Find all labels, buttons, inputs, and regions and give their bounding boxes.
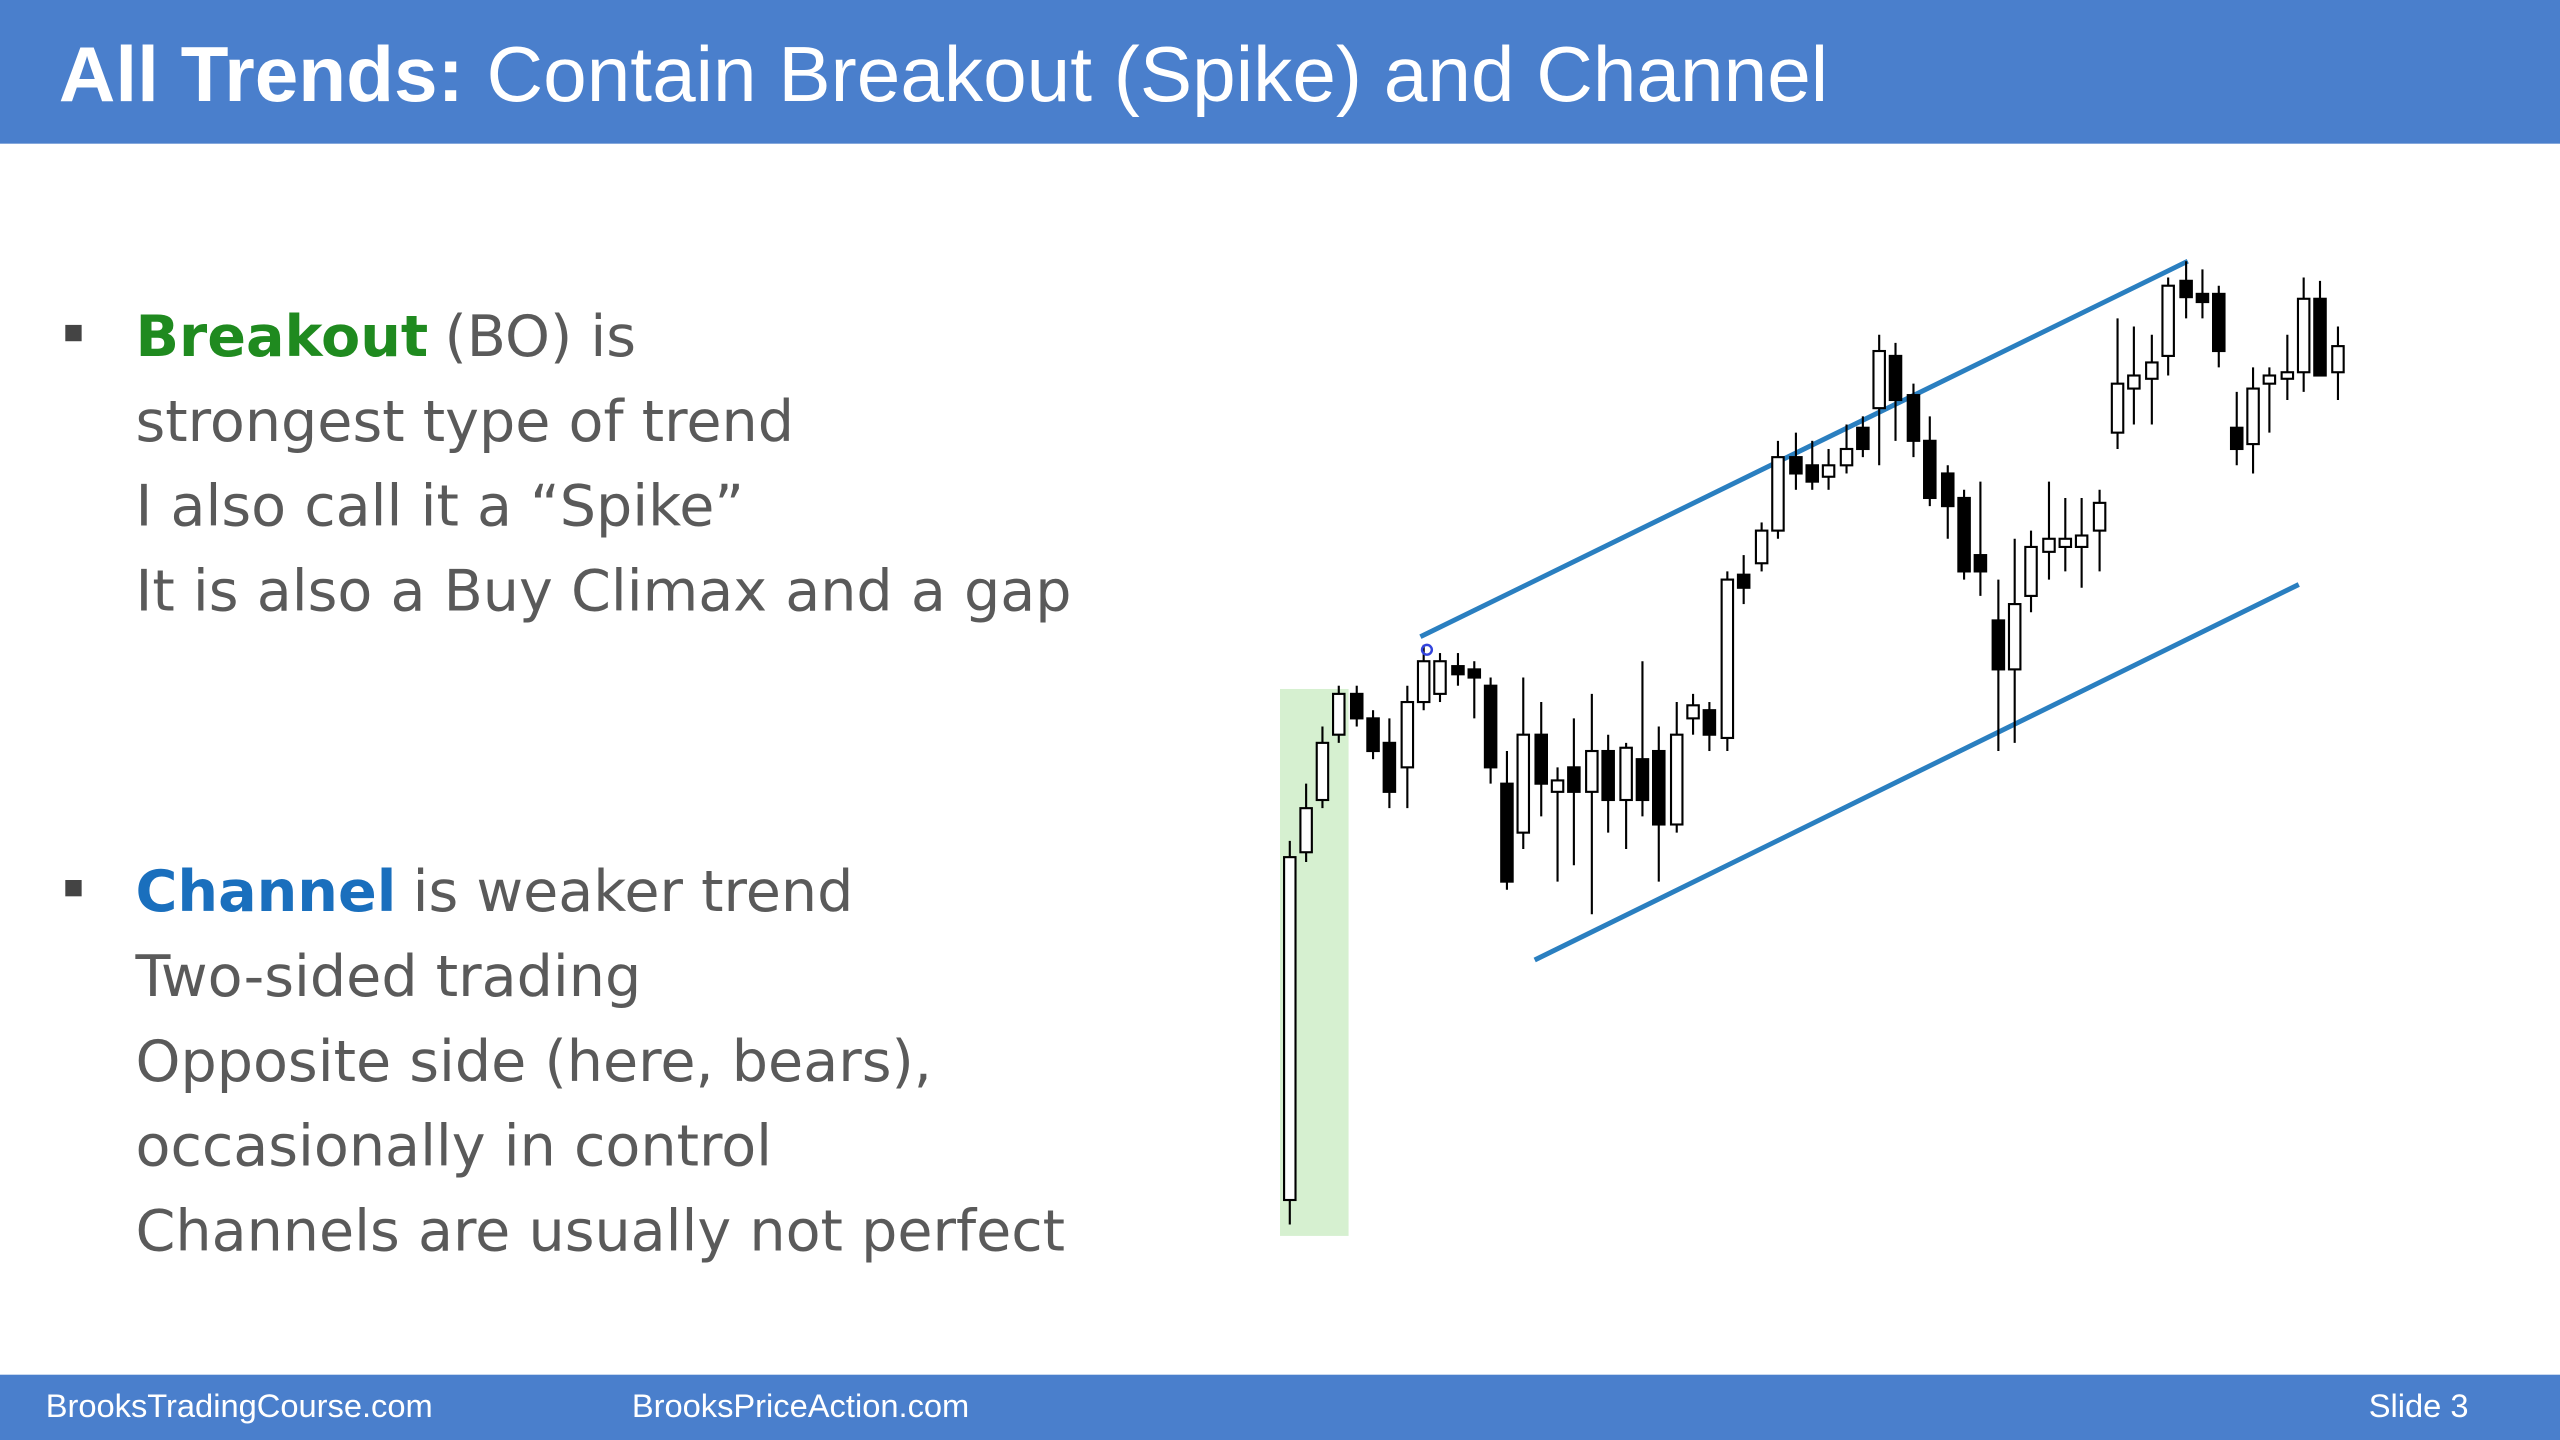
candle-body: [2145, 361, 2159, 380]
candle-body: [2074, 534, 2089, 549]
candle-body: [2229, 426, 2244, 451]
text: (BO) is: [445, 304, 637, 370]
footer-bar: [0, 1374, 2560, 1440]
candle-body: [2110, 382, 2125, 434]
candle-body: [1720, 578, 1735, 740]
candle-body: [2042, 537, 2056, 553]
candle-body: [1821, 464, 1836, 478]
cursor: [1420, 643, 1434, 656]
candle-body: [2313, 297, 2327, 377]
candle-body: [1467, 668, 1482, 679]
footer-center: BrooksPriceAction.com: [632, 1387, 969, 1424]
title-bold: All Trends:: [59, 30, 464, 118]
candle-body: [2262, 374, 2277, 385]
title: All Trends: Contain Breakout (Spike) and …: [59, 30, 1828, 118]
candle-body: [2179, 279, 2193, 299]
candle-body: [1382, 741, 1397, 793]
candle-body: [1635, 758, 1650, 802]
header-bar: [0, 0, 2560, 144]
candle-body: [1754, 529, 1769, 565]
candle-body: [1567, 766, 1581, 793]
candle-body: [2331, 345, 2345, 374]
candle-body: [1906, 394, 1921, 442]
candle-body: [1550, 779, 1565, 793]
bullet-line: Channel is weaker trend: [136, 859, 854, 925]
candle-body: [1585, 749, 1599, 793]
candle-body: [1400, 700, 1415, 769]
bullet-line: occasionally in control: [136, 1114, 773, 1180]
candle-body: [1805, 464, 1820, 483]
candle-body: [1299, 807, 1313, 854]
bullet-line: Channels are usually not perfect: [136, 1199, 1066, 1265]
candle-body: [1601, 749, 1615, 802]
candle-body: [2058, 537, 2073, 548]
keyword: Channel: [136, 859, 397, 925]
keyword: Breakout: [136, 304, 429, 370]
candle-body: [1957, 496, 1971, 573]
bullet: [65, 880, 82, 897]
text: is weaker trend: [413, 859, 854, 925]
bullet-line: strongest type of trend: [136, 389, 794, 455]
candle-body: [1702, 709, 1717, 736]
candle-body: [1619, 746, 1633, 802]
candle-body: [1332, 692, 1346, 736]
candle-body: [1923, 439, 1937, 500]
candle-body: [1839, 447, 1854, 467]
bullet-line: Breakout (BO) is: [136, 304, 637, 370]
bullet-line: It is also a Buy Climax and a gap: [136, 559, 1072, 625]
bullet-line: I also call it a “Spike”: [136, 474, 744, 540]
candle-body: [2280, 371, 2295, 380]
candle-body: [2246, 387, 2260, 446]
candle-body: [1789, 456, 1803, 475]
candle-body: [1500, 782, 1514, 883]
candle-body: [2127, 374, 2141, 390]
candle-body: [1736, 573, 1751, 589]
candle-body: [2007, 603, 2022, 671]
candle-body: [2024, 545, 2038, 597]
candle-body: [2092, 501, 2107, 532]
candle-body: [1534, 733, 1548, 785]
candle-body: [1771, 456, 1785, 532]
candle-body: [1416, 660, 1431, 704]
title-rest: Contain Breakout (Spike) and Channel: [487, 30, 1829, 118]
candle-body: [1940, 472, 1955, 508]
candle-body: [1652, 749, 1666, 826]
bullet-line: Opposite side (here, bears),: [136, 1029, 932, 1095]
candle-body: [1669, 733, 1684, 826]
candle-body: [2161, 284, 2175, 357]
candle-body: [1991, 619, 2006, 671]
candle-body: [2296, 297, 2311, 374]
candle-body: [1451, 665, 1465, 676]
candlestick-illustration: [1280, 259, 2345, 1236]
candle-body: [1366, 717, 1380, 753]
candle-body: [1483, 684, 1498, 769]
candle-body: [1888, 354, 1903, 402]
bullet-line: Two-sided trading: [135, 944, 642, 1010]
slide-number: Slide 3: [2369, 1387, 2469, 1424]
channel-line: [1419, 259, 2189, 639]
candle-body: [1686, 704, 1700, 720]
candle-body: [2195, 292, 2210, 304]
footer-left: BrooksTradingCourse.com: [46, 1387, 433, 1424]
candle-body: [1315, 741, 1330, 802]
candle-body: [1872, 349, 1886, 410]
channel-line: [1533, 582, 2300, 963]
candle-body: [1856, 426, 1870, 451]
bullet: [65, 324, 82, 342]
candles: [1283, 261, 2345, 1225]
candle-body: [1283, 856, 1297, 1202]
candle-body: [1433, 660, 1447, 695]
candle-body: [1349, 692, 1364, 720]
candle-body: [2212, 292, 2226, 353]
candle-body: [1973, 554, 1988, 573]
candle-body: [1516, 733, 1531, 834]
